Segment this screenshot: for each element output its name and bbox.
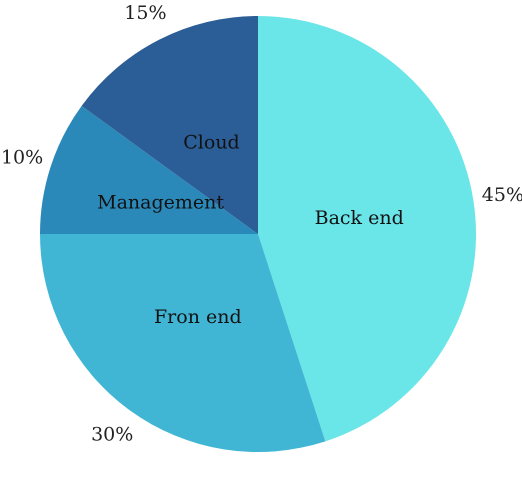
pie-slices xyxy=(40,15,477,453)
pie-slice-cloud xyxy=(81,15,258,234)
pie-labels: Back end 45% Fron end 30% Management 10% Cloud… xyxy=(1,2,522,446)
percent-label-back-end: 45% xyxy=(482,184,522,206)
slice-label-fron-end: Fron end xyxy=(154,306,242,328)
slice-label-back-end: Back end xyxy=(315,207,404,229)
percent-label-management: 10% xyxy=(1,146,43,168)
pie-slice-management xyxy=(40,105,258,234)
percent-label-fron-end: 30% xyxy=(91,424,133,446)
pie-slice-fron-end xyxy=(40,234,326,453)
slice-label-cloud: Cloud xyxy=(183,132,239,154)
pie-slice-back-end xyxy=(258,16,477,442)
percent-label-cloud: 15% xyxy=(124,2,166,24)
slice-label-management: Management xyxy=(97,191,224,213)
